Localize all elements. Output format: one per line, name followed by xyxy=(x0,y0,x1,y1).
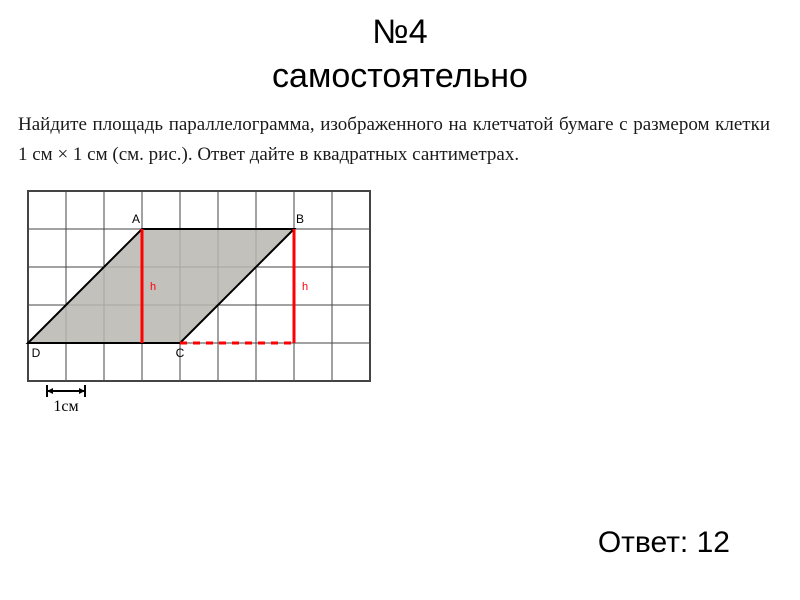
answer-label: Ответ: xyxy=(598,526,688,559)
svg-text:D: D xyxy=(32,346,41,360)
geometry-diagram: h h A B C D 1см xyxy=(18,181,398,421)
answer-value: 12 xyxy=(697,526,730,559)
title-word: самостоятельно xyxy=(0,54,800,98)
title-number: №4 xyxy=(0,10,800,54)
svg-text:h: h xyxy=(302,281,308,293)
problem-text: Найдите площадь параллелограмма, изображ… xyxy=(0,98,800,175)
svg-text:A: A xyxy=(132,212,140,226)
answer-line: Ответ: 12 xyxy=(598,526,730,560)
diagram-container: h h A B C D 1см xyxy=(0,175,800,421)
svg-text:h: h xyxy=(150,281,156,293)
svg-text:1см: 1см xyxy=(53,398,78,415)
svg-text:B: B xyxy=(296,212,304,226)
svg-text:C: C xyxy=(176,346,185,360)
title-block: №4 самостоятельно xyxy=(0,0,800,98)
